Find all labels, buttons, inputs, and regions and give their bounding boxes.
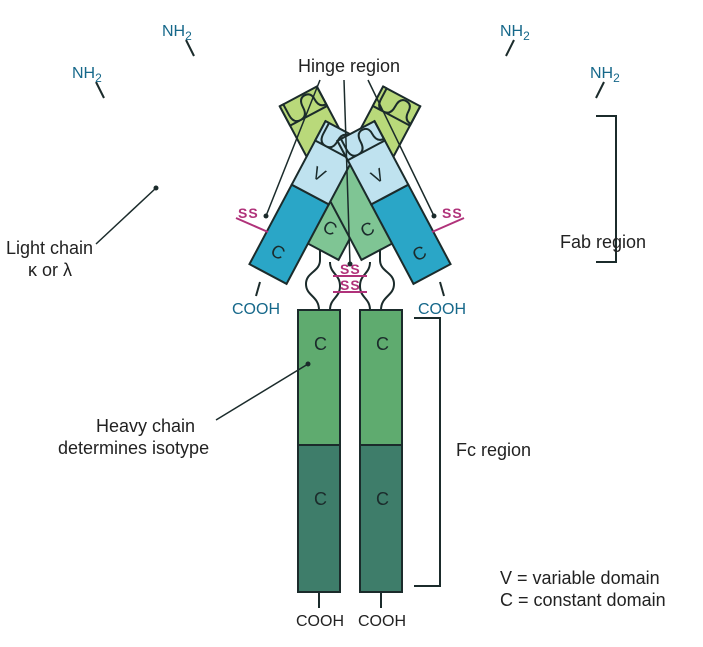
fab-bracket: Fab region [560,116,646,262]
heavy-chain-callout: Heavy chain determines isotype [58,362,311,459]
c-label: C [314,489,327,509]
heavy-c2-left [298,310,340,445]
ss-label: SS [442,205,463,221]
svg-text:κ or λ: κ or λ [28,260,72,280]
heavy-c3-right [360,445,402,592]
ss-label: SS [238,205,259,221]
light-chain-callout: Light chain κ or λ [6,186,159,281]
antibody-diagram: C C C C COOH COOH SS SS C V C [0,0,703,647]
heavy-c3-left [298,445,340,592]
svg-text:Light chain: Light chain [6,238,93,258]
nh2-label: NH2 [162,23,192,43]
svg-text:Hinge region: Hinge region [298,56,400,76]
svg-text:Fc region: Fc region [456,440,531,460]
c-label: C [314,334,327,354]
fc-stem: C C C C COOH COOH [296,310,406,630]
c-label: C [376,334,389,354]
nh2-label: NH2 [500,23,530,43]
heavy-c2-right [360,310,402,445]
fc-bracket: Fc region [414,318,531,586]
svg-text:Heavy chain: Heavy chain [96,416,195,436]
nh2-label: NH2 [590,65,620,85]
cooh-label: COOH [358,613,406,630]
nh2-label: NH2 [72,65,102,85]
ss-hinge: SS [340,277,361,293]
c-label: C [376,489,389,509]
svg-text:Fab region: Fab region [560,232,646,252]
cooh-label: COOH [232,301,280,318]
svg-text:determines isotype: determines isotype [58,438,209,458]
svg-text:V = variable domain: V = variable domain [500,568,660,588]
cooh-label: COOH [418,301,466,318]
cooh-label: COOH [296,613,344,630]
svg-text:C = constant domain: C = constant domain [500,590,666,610]
legend: V = variable domain C = constant domain [500,568,666,610]
